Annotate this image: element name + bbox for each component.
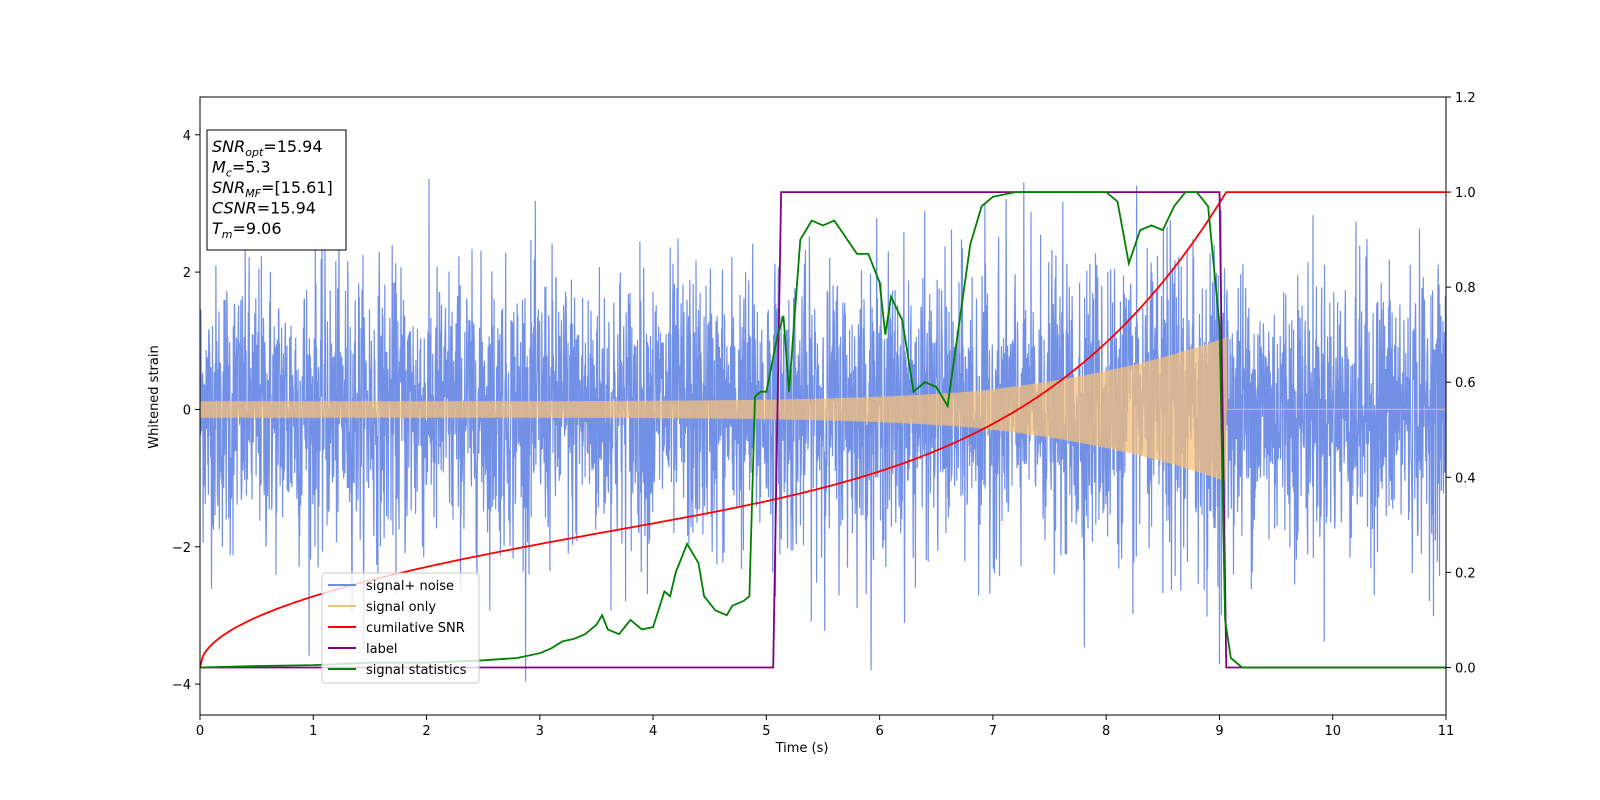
x-tick-label: 4 (649, 724, 657, 739)
annotation-line: Tm=9.06 (212, 219, 282, 241)
series-signal-only-line (200, 337, 1446, 482)
x-tick-label: 8 (1102, 724, 1110, 739)
plot-frame (199, 96, 1447, 716)
legend-entry-label: label (366, 642, 397, 657)
x-tick-label: 3 (536, 724, 544, 739)
y-left-tick-label: −2 (172, 541, 191, 556)
series-signal-statistics-line (200, 191, 1446, 669)
y-right-tick-label: 0.6 (1455, 376, 1476, 391)
y-left-tick-label: 0 (183, 403, 191, 418)
x-tick-label: 1 (309, 724, 317, 739)
y-right-tick-label: 0.2 (1455, 566, 1476, 581)
y-left-tick-label: −4 (172, 678, 191, 693)
x-tick-label: 7 (989, 724, 997, 739)
y-right-tick-label: 0.4 (1455, 471, 1476, 486)
y-left-tick-label: 4 (183, 129, 191, 144)
legend-entry-label: signal only (366, 600, 436, 615)
x-tick-label: 2 (422, 724, 430, 739)
annotation-line: SNRMF=[15.61] (212, 178, 333, 200)
axes-layer: 0 1 2 3 4 5 6 7 8 9 10 11 4 2 0 −2 −4 1.2 1.0 0.8 0.6 0.4 0.2 0… (172, 91, 1476, 739)
y-right-tick-label: 1.0 (1455, 186, 1476, 201)
y-left-tick-label: 2 (183, 266, 191, 281)
x-tick-label: 11 (1438, 724, 1455, 739)
annotation-frame (206, 129, 347, 251)
legend: signal+ noise signal only cumilative SNR la… (321, 572, 480, 684)
y-right-tick-label: 0.8 (1455, 281, 1476, 296)
x-tick-label: 5 (762, 724, 770, 739)
legend-frame (321, 572, 480, 684)
x-axis-label: Time (s) (775, 741, 829, 756)
series-signal-noise-line (200, 178, 1446, 682)
x-tick-label: 9 (1215, 724, 1223, 739)
x-tick-label: 10 (1324, 724, 1341, 739)
legend-entry-label: cumilative SNR (366, 621, 465, 636)
stats-annotation: SNRopt=15.94Mc=5.3SNRMF=[15.61]CSNR=15.9… (206, 129, 347, 251)
legend-entry-label: signal+ noise (366, 579, 454, 594)
y-right-tick-label: 0.0 (1455, 661, 1476, 676)
annotation-line: CSNR=15.94 (212, 199, 316, 218)
x-tick-label: 0 (196, 724, 204, 739)
annotation-line: Mc=5.3 (212, 158, 271, 180)
x-tick-label: 6 (875, 724, 883, 739)
y-axis-label: Whitened strain (147, 345, 162, 448)
y-right-tick-label: 1.2 (1455, 91, 1476, 106)
annotation-line: SNRopt=15.94 (212, 137, 323, 159)
legend-entry-label: signal statistics (366, 663, 467, 678)
